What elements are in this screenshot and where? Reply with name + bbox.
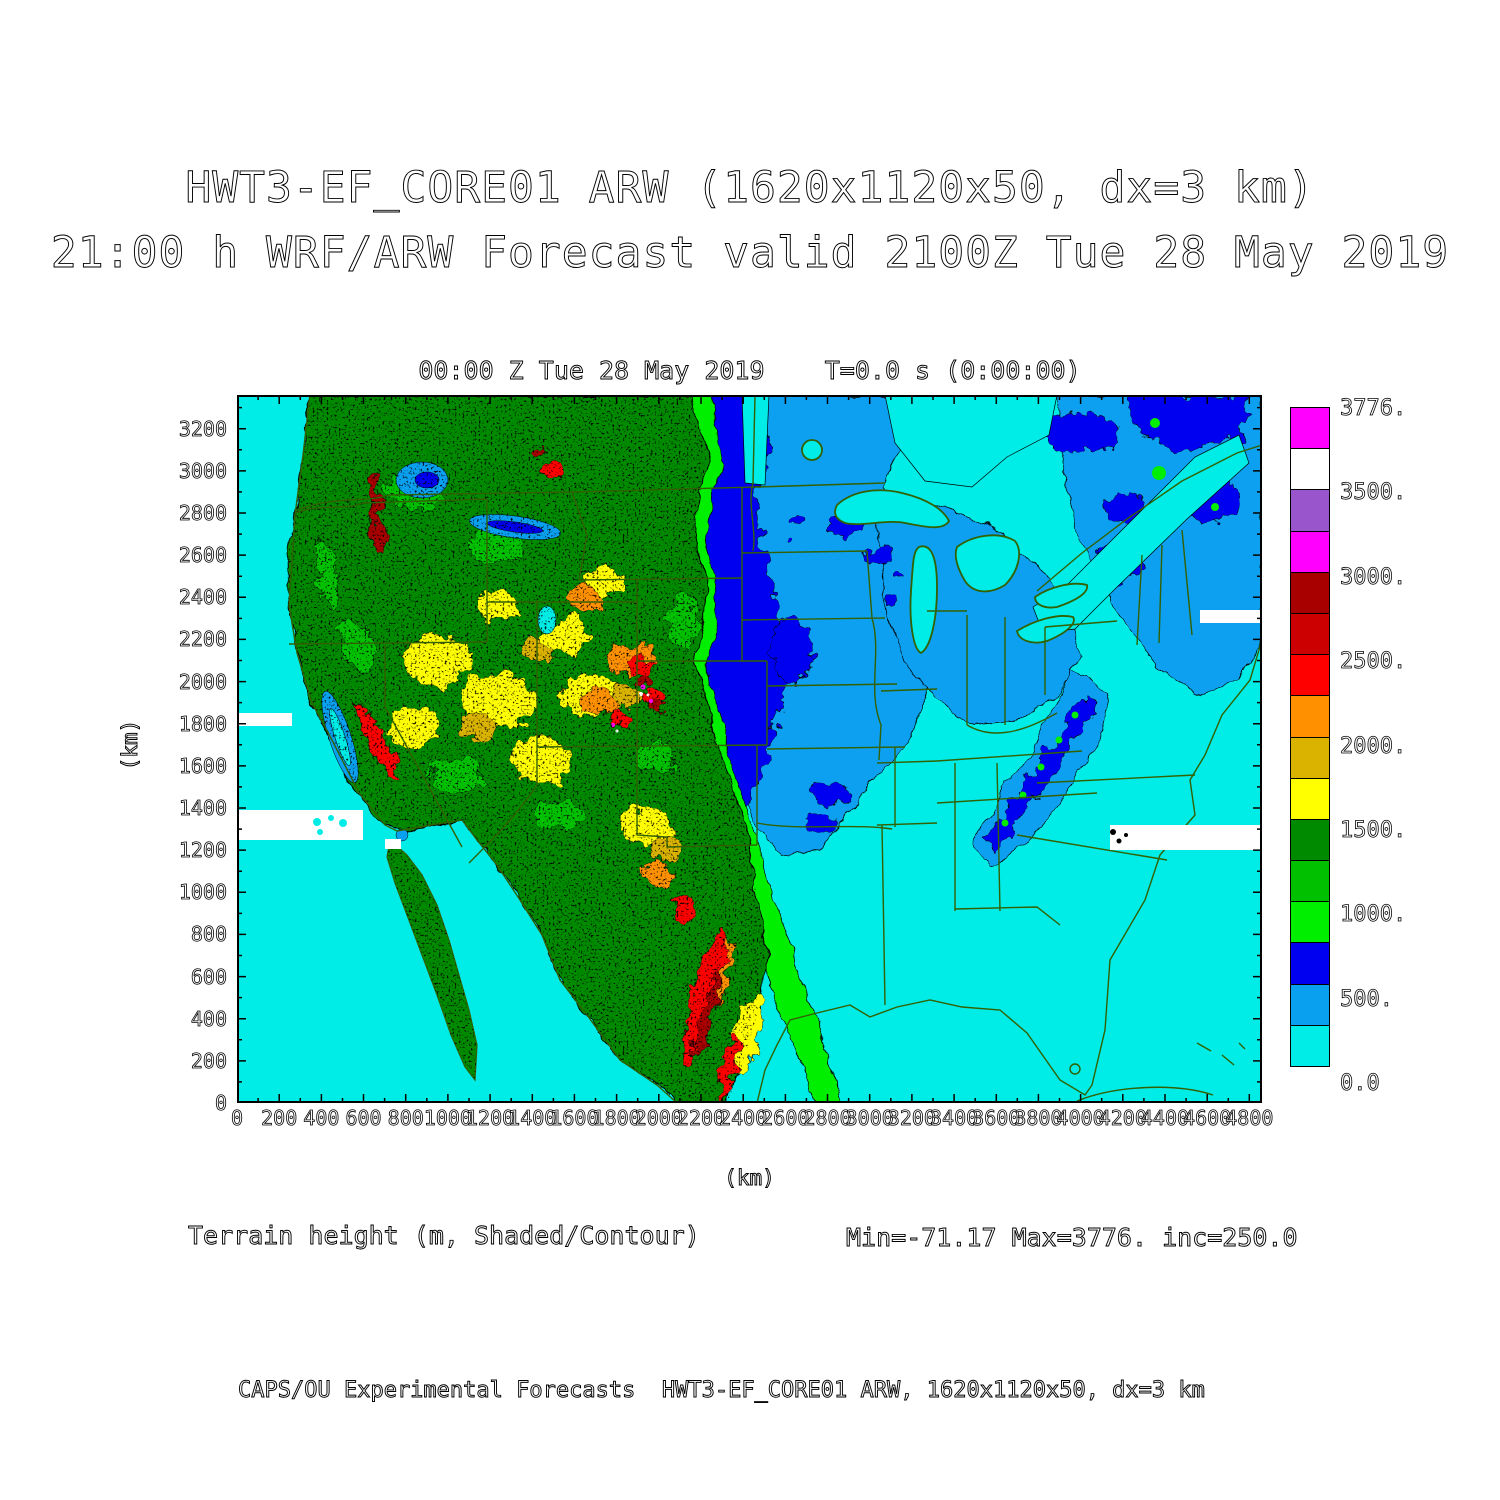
lake-okeechobee: [1069, 1063, 1081, 1075]
y-tick-label: 1200: [178, 838, 227, 863]
x-tick-label: 2800: [803, 1106, 852, 1131]
colorbar-label: 3776.: [1340, 396, 1407, 422]
x-tick-label: 4200: [1098, 1106, 1147, 1131]
colorbar-cell: [1290, 736, 1330, 779]
plot-frame: [237, 395, 1262, 1103]
pacific-coastline: [288, 395, 678, 1103]
lake-ontario: [1034, 582, 1088, 609]
y-tick-label: 400: [190, 1006, 227, 1031]
terrain-map-canvas: [237, 395, 1262, 1103]
colorbar-cell: [1290, 777, 1330, 820]
gulf-atlantic-coastline: [756, 639, 1262, 1103]
x-tick-label: 2200: [676, 1106, 726, 1131]
y-tick-label: 2800: [178, 501, 227, 526]
y-tick-label: 2000: [178, 669, 227, 694]
colorbar-cell: [1290, 489, 1330, 532]
canada-border-east: [1036, 444, 1262, 592]
plot-title-line1: HWT3-EF_CORE01 ARW (1620x1120x50, dx=3 k…: [185, 163, 1315, 214]
y-tick-label: 2400: [178, 585, 227, 610]
y-tick-label: 3200: [178, 416, 227, 441]
x-tick-label: 2600: [761, 1106, 810, 1131]
colorbar-cell: [1290, 407, 1330, 450]
colorbar-cell: [1290, 1024, 1330, 1067]
colorbar-label: 3000.: [1340, 564, 1407, 590]
colorbar-cell: [1290, 818, 1330, 862]
y-tick-label: 0: [214, 1091, 228, 1116]
colorbar-cell: [1290, 612, 1330, 656]
y-axis-tick-labels: 0 200 400 600 800 1000 1200 1400 1600 1800 2000 220…: [143, 395, 227, 1115]
x-tick-label: 4000: [1056, 1106, 1105, 1131]
x-tick-label: 600: [345, 1106, 382, 1131]
colorbar-label: 3500.: [1340, 480, 1407, 506]
y-axis-title: (km): [118, 719, 143, 771]
field-label: Terrain height (m, Shaded/Contour): [188, 1221, 701, 1251]
x-tick-label: 800: [387, 1106, 424, 1131]
x-tick-label: 3000: [845, 1106, 894, 1131]
x-tick-label: 3600: [972, 1106, 1021, 1131]
x-tick-label: 3200: [887, 1106, 936, 1131]
colorbar-cell: [1290, 571, 1330, 614]
y-tick-label: 1800: [178, 711, 227, 736]
colorbar-cell: [1290, 530, 1330, 573]
colorbar-labels: 3776. 3500. 3000. 2500. 2000. 1500. 1000. 500. 0…: [1340, 396, 1450, 1097]
stats-label: Min=-71.17 Max=3776. inc=250.0: [846, 1223, 1298, 1253]
canada-border-west: [296, 482, 886, 511]
x-tick-label: 1000: [423, 1106, 472, 1131]
x-tick-label: 1400: [508, 1106, 557, 1131]
bahamas: [1196, 1042, 1246, 1066]
colorbar-cell: [1290, 901, 1330, 944]
x-tick-label: 400: [303, 1106, 340, 1131]
cuba-coast: [1076, 1086, 1214, 1102]
y-tick-label: 1600: [178, 753, 227, 778]
y-tick-label: 2200: [178, 627, 227, 652]
y-tick-label: 2600: [178, 543, 227, 568]
y-tick-label: 1400: [178, 796, 227, 821]
x-tick-label: 3800: [1014, 1106, 1063, 1131]
x-tick-label: 2000: [634, 1106, 683, 1131]
colorbar-cell: [1290, 448, 1330, 491]
y-tick-label: 600: [190, 964, 227, 989]
colorbar-label: 2500.: [1340, 649, 1407, 675]
lake-michigan: [909, 545, 938, 655]
colorbar-cell: [1290, 942, 1330, 985]
x-tick-label: 1800: [592, 1106, 641, 1131]
terrain-map: [237, 395, 1262, 1103]
y-tick-label: 3000: [178, 458, 227, 483]
colorbar-cell: [1290, 983, 1330, 1026]
appalachian-green-flecks: [1001, 418, 1219, 827]
colorbar-label: 500.: [1340, 986, 1394, 1012]
colorbar-cell: [1290, 654, 1330, 697]
lake-huron: [954, 534, 1020, 593]
x-tick-label: 4400: [1140, 1106, 1190, 1131]
y-tick-label: 800: [190, 922, 227, 947]
map-header-timestamp: 00:00 Z Tue 28 May 2019 T=0.0 s (0:00:00…: [418, 356, 1081, 386]
plot-title-line2: 21:00 h WRF/ARW Forecast valid 2100Z Tue…: [50, 228, 1450, 279]
x-tick-label: 0: [230, 1106, 244, 1131]
x-tick-label: 1600: [550, 1106, 599, 1131]
colorbar-label: 1500.: [1340, 817, 1407, 843]
y-tick-label: 1000: [178, 880, 227, 905]
footer-caption: CAPS/OU Experimental Forecasts HWT3-EF_C…: [238, 1378, 1206, 1404]
colorbar-cell: [1290, 860, 1330, 903]
colorbar-cell: [1290, 695, 1330, 738]
x-tick-label: 3400: [929, 1106, 979, 1131]
x-axis-tick-labels: 0 200 400 600 800 1000 1200 1400 1600 1800 2000 220…: [231, 1106, 1274, 1136]
y-tick-label: 200: [190, 1048, 227, 1073]
x-tick-label: 4800: [1225, 1106, 1274, 1131]
state-boundaries: [288, 395, 1262, 1103]
x-tick-label: 4600: [1183, 1106, 1232, 1131]
colorbar-label: 2000.: [1340, 733, 1407, 759]
axis-ticks: [237, 395, 1262, 1103]
x-axis-title: (km): [724, 1166, 776, 1191]
x-tick-label: 200: [261, 1106, 298, 1131]
colorbar-label: 0.0: [1340, 1071, 1381, 1097]
colorbar-label: 1000.: [1340, 902, 1407, 928]
lake-superior: [834, 489, 951, 529]
x-tick-label: 1200: [465, 1106, 515, 1131]
x-tick-label: 2400: [719, 1106, 768, 1131]
colorbar: [1290, 407, 1330, 1067]
white-streaks: [237, 610, 1262, 850]
